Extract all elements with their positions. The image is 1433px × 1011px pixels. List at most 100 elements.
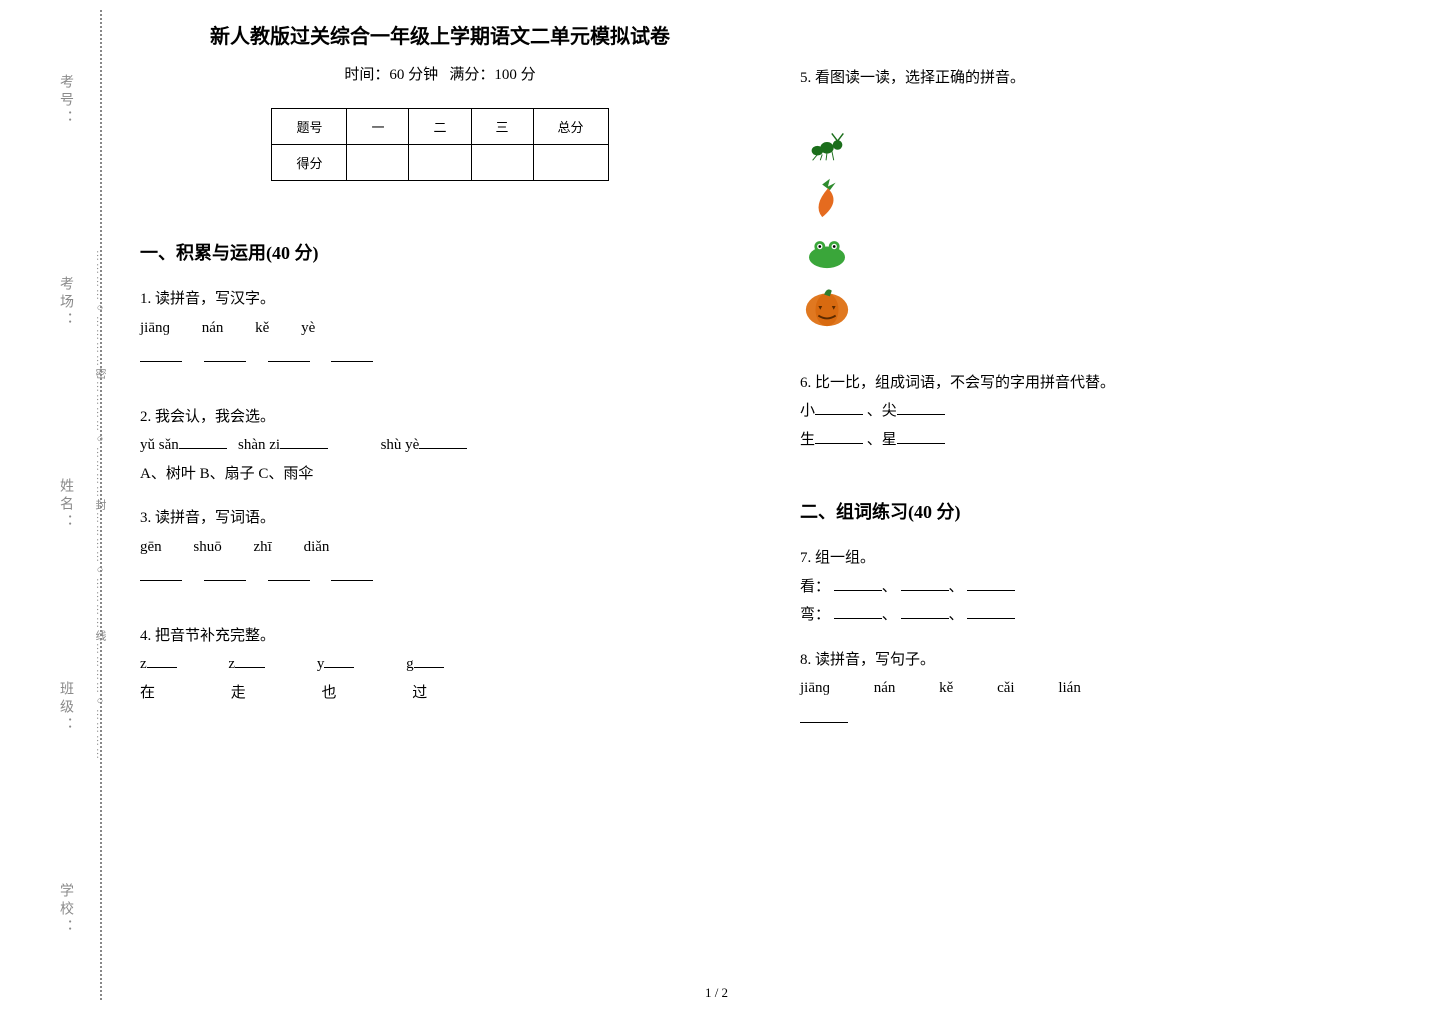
- answer-blank: [414, 654, 444, 668]
- q6-line: 生 、星: [800, 426, 1400, 455]
- char: 生: [800, 432, 815, 448]
- pinyin: lián: [1058, 680, 1081, 696]
- q-label: 5. 看图读一读，选择正确的拼音。: [800, 64, 1400, 93]
- pinyin: yǔ sǎn: [140, 437, 179, 453]
- pumpkin-icon: [800, 281, 854, 329]
- section-heading: 二、组词练习(40 分): [800, 498, 1400, 524]
- char: 小: [800, 403, 815, 419]
- initial: y: [317, 656, 325, 672]
- char: 弯：: [800, 607, 830, 623]
- answer-blank: [324, 654, 354, 668]
- pinyin: shàn zi: [238, 437, 280, 453]
- blank-row: [140, 344, 740, 373]
- q-label: 4. 把音节补充完整。: [140, 622, 740, 651]
- char: 走: [231, 685, 246, 701]
- q-label: 1. 读拼音，写汉字。: [140, 285, 740, 314]
- th: 三: [471, 109, 533, 145]
- q7-line: 看： 、 、: [800, 573, 1400, 602]
- exam-title: 新人教版过关综合一年级上学期语文二单元模拟试卷: [140, 20, 740, 49]
- blank-row: [140, 563, 740, 592]
- q6-line: 小 、尖: [800, 397, 1400, 426]
- side-label: 姓名：: [55, 478, 75, 532]
- q4-tops: z z y g: [140, 650, 740, 679]
- answer-blank: [204, 348, 246, 362]
- side-label: 考场：: [55, 276, 75, 330]
- row-label: 得分: [272, 145, 347, 181]
- initial: g: [406, 656, 414, 672]
- q-label: 2. 我会认，我会选。: [140, 403, 740, 432]
- page-content: 新人教版过关综合一年级上学期语文二单元模拟试卷 时间：60 分钟 满分：100 …: [140, 20, 1400, 980]
- answer-blank: [901, 577, 949, 591]
- cell: [533, 145, 608, 181]
- answer-blank: [331, 567, 373, 581]
- char: 也: [322, 685, 337, 701]
- char: 看：: [800, 579, 830, 595]
- fold-line-text: …………○…………密…………○…………封…………○…………线…………○…………: [92, 20, 108, 990]
- pinyin: nán: [874, 680, 896, 696]
- pinyin: cǎi: [997, 680, 1014, 696]
- score-table: 题号 一 二 三 总分 得分: [271, 108, 608, 181]
- q4-chars: 在 走 也 过: [140, 679, 740, 708]
- answer-blank: [419, 435, 467, 449]
- initial: z: [140, 656, 147, 672]
- q-label: 8. 读拼音，写句子。: [800, 646, 1400, 675]
- answer-blank: [967, 605, 1015, 619]
- answer-blank: [967, 577, 1015, 591]
- cell: [471, 145, 533, 181]
- cell: [409, 145, 471, 181]
- answer-blank: [815, 430, 863, 444]
- pinyin: jiānɡ: [140, 320, 170, 336]
- exam-subtitle: 时间：60 分钟 满分：100 分: [140, 63, 740, 84]
- table-row: 题号 一 二 三 总分: [272, 109, 608, 145]
- pinyin: shuō: [193, 539, 221, 555]
- answer-blank: [815, 401, 863, 415]
- pinyin: zhī: [254, 539, 272, 555]
- left-column: 新人教版过关综合一年级上学期语文二单元模拟试卷 时间：60 分钟 满分：100 …: [140, 20, 740, 980]
- pinyin: jiānɡ: [800, 680, 830, 696]
- pinyin: yè: [301, 320, 315, 336]
- answer-blank: [147, 654, 177, 668]
- initial: z: [228, 656, 235, 672]
- question-8: 8. 读拼音，写句子。 jiānɡ nán kě cǎi lián: [800, 646, 1400, 734]
- pinyin-row: gēn shuō zhī diǎn: [140, 533, 740, 562]
- time-label: 时间：60 分钟: [344, 67, 438, 83]
- question-6: 6. 比一比，组成词语，不会写的字用拼音代替。 小 、尖 生 、星: [800, 369, 1400, 455]
- pinyin-row: jiānɡ nán kě cǎi lián: [800, 674, 1400, 703]
- fullscore-label: 满分：100 分: [449, 67, 535, 83]
- q2-options: A、树叶 B、扇子 C、雨伞: [140, 460, 740, 489]
- pinyin: shù yè: [381, 437, 420, 453]
- q-label: 3. 读拼音，写词语。: [140, 504, 740, 533]
- answer-blank: [897, 401, 945, 415]
- side-label: 学校：: [55, 883, 75, 937]
- blank-row: [800, 705, 1400, 734]
- q-label: 6. 比一比，组成词语，不会写的字用拼音代替。: [800, 369, 1400, 398]
- answer-blank: [834, 605, 882, 619]
- question-5: 5. 看图读一读，选择正确的拼音。: [800, 64, 1400, 335]
- answer-blank: [834, 577, 882, 591]
- pinyin: gēn: [140, 539, 162, 555]
- answer-blank: [800, 709, 848, 723]
- answer-blank: [235, 654, 265, 668]
- table-row: 得分: [272, 145, 608, 181]
- th: 二: [409, 109, 471, 145]
- pinyin: kě: [255, 320, 269, 336]
- char: 过: [412, 685, 427, 701]
- pinyin: kě: [939, 680, 953, 696]
- answer-blank: [901, 605, 949, 619]
- char: 在: [140, 685, 155, 701]
- carrot-icon: [800, 173, 854, 221]
- pinyin: nán: [202, 320, 224, 336]
- page-number: 1 / 2: [705, 985, 728, 1001]
- q-label: 7. 组一组。: [800, 544, 1400, 573]
- char: 星: [882, 432, 897, 448]
- side-label: 考号：: [55, 74, 75, 128]
- ant-icon: [800, 119, 854, 167]
- answer-blank: [204, 567, 246, 581]
- th: 题号: [272, 109, 347, 145]
- side-label: 班级：: [55, 681, 75, 735]
- th: 总分: [533, 109, 608, 145]
- q2-line: yǔ sǎn shàn zi shù yè: [140, 431, 740, 460]
- question-7: 7. 组一组。 看： 、 、 弯： 、 、: [800, 544, 1400, 630]
- question-1: 1. 读拼音，写汉字。 jiānɡ nán kě yè: [140, 285, 740, 387]
- question-3: 3. 读拼音，写词语。 gēn shuō zhī diǎn: [140, 504, 740, 606]
